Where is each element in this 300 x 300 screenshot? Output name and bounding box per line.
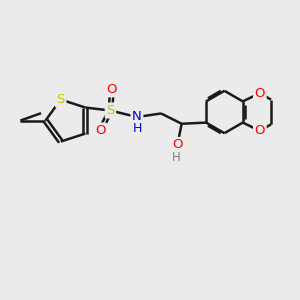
Text: O: O — [107, 83, 117, 96]
Text: O: O — [255, 87, 265, 100]
Text: O: O — [172, 139, 182, 152]
Text: S: S — [56, 93, 65, 106]
Text: N: N — [132, 110, 142, 124]
Text: H: H — [172, 151, 181, 164]
Text: O: O — [95, 124, 105, 137]
Text: H: H — [133, 122, 142, 135]
Text: O: O — [255, 124, 265, 137]
Text: S: S — [106, 104, 115, 117]
